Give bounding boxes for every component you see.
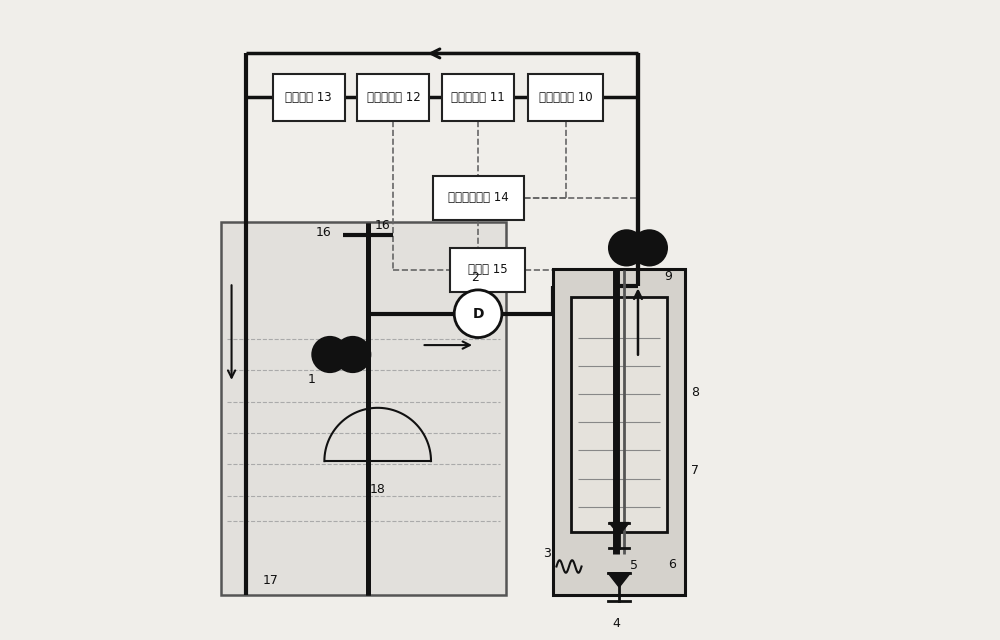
Bar — [221, 221, 506, 595]
Text: 3: 3 — [543, 547, 551, 561]
Bar — [433, 176, 524, 220]
Circle shape — [454, 290, 502, 337]
Circle shape — [609, 230, 644, 266]
Text: D: D — [472, 307, 484, 321]
Polygon shape — [609, 523, 629, 535]
Text: 5: 5 — [630, 559, 638, 572]
Circle shape — [335, 337, 370, 372]
Bar — [442, 74, 514, 121]
Text: 1: 1 — [308, 373, 316, 386]
Bar — [450, 248, 525, 292]
Text: 冷却装置 13: 冷却装置 13 — [285, 91, 332, 104]
Circle shape — [312, 337, 347, 372]
Text: 18: 18 — [370, 483, 386, 496]
Text: 流量传感器 11: 流量传感器 11 — [451, 91, 505, 104]
Bar — [528, 74, 603, 121]
Text: 8: 8 — [691, 386, 699, 399]
Bar — [571, 297, 667, 532]
Bar — [273, 74, 345, 121]
Text: 6: 6 — [669, 558, 676, 571]
Polygon shape — [608, 573, 630, 587]
Circle shape — [632, 230, 667, 266]
Text: 9: 9 — [664, 269, 672, 283]
Text: 7: 7 — [691, 464, 699, 477]
Text: 压力控制阀 12: 压力控制阀 12 — [367, 91, 420, 104]
Text: 17: 17 — [263, 573, 279, 586]
Text: 数据处理模块 14: 数据处理模块 14 — [448, 191, 508, 204]
Text: 16: 16 — [316, 226, 332, 239]
Text: 16: 16 — [375, 220, 390, 232]
Text: 4: 4 — [612, 617, 620, 630]
Bar — [553, 269, 685, 595]
Text: 单片机 15: 单片机 15 — [468, 263, 507, 276]
Text: 压力传感器 10: 压力传感器 10 — [539, 91, 593, 104]
Bar — [357, 74, 429, 121]
Text: 2: 2 — [471, 271, 479, 284]
